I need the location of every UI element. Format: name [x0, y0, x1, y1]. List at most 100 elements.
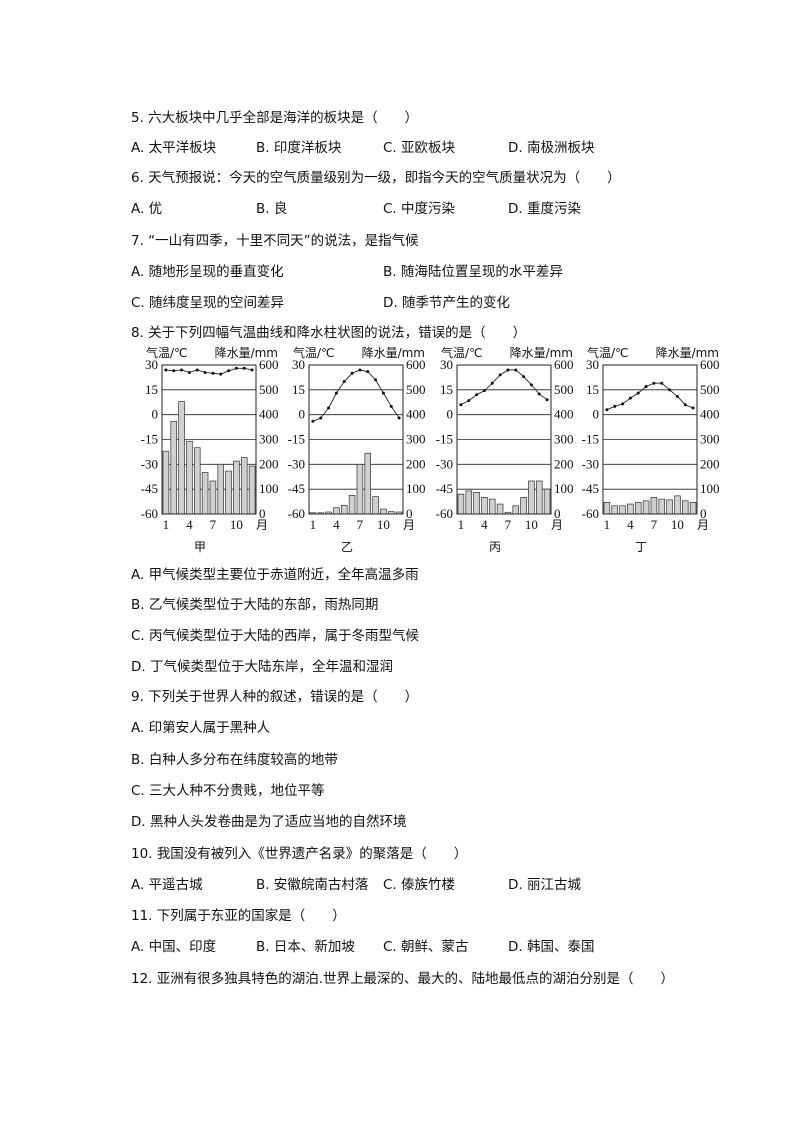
temperature-point [219, 372, 223, 376]
temperature-point [389, 404, 393, 408]
precipitation-bar [465, 490, 473, 515]
answer-option[interactable]: B. 随海陆位置呈现的水平差异 [383, 264, 563, 280]
left-tick-label: -45 [288, 481, 305, 496]
temperature-point [459, 403, 463, 407]
chart-title: 乙 [341, 540, 353, 554]
answer-option[interactable]: C. 傣族竹楼 [383, 877, 456, 893]
left-axis-label: 气温/℃ [441, 345, 483, 360]
temperature-point [374, 378, 378, 382]
answer-option[interactable]: A. 太平洋板块 [131, 140, 217, 156]
x-tick-label: 7 [651, 517, 658, 532]
answer-option[interactable]: B. 安徽皖南古村落 [256, 877, 369, 893]
temperature-point [498, 373, 502, 377]
answer-option[interactable]: A. 甲气候类型主要位于赤道附近，全年高温多雨 [131, 567, 419, 583]
right-tick-label: 500 [406, 382, 426, 397]
left-tick-label: 30 [292, 357, 305, 372]
left-axis-label: 气温/℃ [146, 345, 188, 360]
right-tick-label: 400 [406, 407, 426, 422]
temperature-point [621, 402, 625, 406]
answer-option[interactable]: C. 中度污染 [383, 201, 456, 217]
right-tick-label: 0 [406, 506, 413, 521]
x-tick-label: 4 [481, 517, 488, 532]
answer-option[interactable]: A. 中国、印度 [131, 939, 217, 955]
answer-option[interactable]: D. 丽江古城 [508, 877, 581, 893]
chart-title: 丁 [635, 540, 647, 554]
plot-frame [161, 364, 257, 515]
precipitation-bar [674, 495, 681, 515]
answer-option[interactable]: C. 三大人种不分贵贱，地位平等 [131, 783, 325, 799]
answer-option[interactable]: D. 黑种人头发卷曲是为了适应当地的自然环境 [131, 814, 407, 830]
precipitation-bar [170, 421, 178, 515]
question-stem: 6. 天气预报说：今天的空气质量级别为一级，即指今天的空气质量状况为（ ） [131, 170, 621, 186]
temperature-point [605, 408, 609, 412]
precipitation-bar [178, 401, 185, 515]
right-tick-label: 200 [406, 456, 426, 471]
temperature-point [660, 381, 664, 385]
temperature-point [514, 368, 518, 372]
answer-option[interactable]: A. 印第安人属于黑种人 [131, 720, 271, 736]
answer-option[interactable]: C. 随纬度呈现的空间差异 [131, 295, 285, 311]
answer-option[interactable]: C. 朝鲜、蒙古 [383, 939, 469, 955]
precipitation-bar [488, 498, 496, 515]
answer-option[interactable]: B. 良 [256, 201, 288, 217]
precipitation-bar [611, 505, 619, 515]
temperature-line [606, 382, 694, 411]
temperature-point [482, 389, 486, 393]
precipitation-bar [634, 501, 642, 515]
precipitation-bar [457, 493, 465, 515]
temperature-point [319, 416, 323, 420]
precipitation-bar [535, 480, 543, 515]
answer-option[interactable]: A. 优 [131, 201, 163, 217]
answer-option[interactable]: D. 随季节产生的变化 [383, 295, 510, 311]
right-axis-label: 降水量/mm [656, 346, 719, 360]
answer-option[interactable]: B. 乙气候类型位于大陆的东部，雨热同期 [131, 597, 379, 613]
precipitation-bar [186, 440, 193, 515]
right-tick-label: 600 [554, 357, 574, 372]
left-tick-label: -15 [582, 432, 599, 447]
answer-option[interactable]: A. 平遥古城 [131, 877, 203, 893]
temperature-line [460, 369, 548, 406]
chart-title: 甲 [194, 540, 206, 554]
left-tick-label: -30 [141, 456, 158, 471]
left-tick-label: 0 [152, 407, 159, 422]
temperature-point [668, 388, 672, 392]
temperature-point [644, 385, 648, 389]
answer-option[interactable]: B. 日本、新加坡 [256, 939, 355, 955]
temperature-point [366, 370, 370, 374]
precipitation-bar [512, 505, 520, 515]
answer-option[interactable]: A. 随地形呈现的垂直变化 [131, 264, 284, 280]
right-tick-label: 0 [259, 506, 266, 521]
x-axis-label: 月 [551, 518, 563, 532]
left-tick-label: -30 [582, 456, 599, 471]
x-tick-label: 1 [310, 517, 317, 532]
question-stem: 7. “一山有四季，十里不同天”的说法，是指气候 [131, 233, 419, 249]
precipitation-bar [201, 472, 209, 515]
answer-option[interactable]: B. 印度洋板块 [256, 140, 342, 156]
answer-option[interactable]: B. 白种人多分布在纬度较高的地带 [131, 752, 338, 768]
right-axis-label: 降水量/mm [362, 346, 425, 360]
precipitation-bar [627, 503, 634, 515]
answer-option[interactable]: D. 丁气候类型位于大陆东岸，全年温和湿润 [131, 659, 393, 675]
left-tick-label: -15 [288, 432, 305, 447]
right-tick-label: 100 [259, 481, 279, 496]
left-axis-label: 气温/℃ [587, 345, 629, 360]
temperature-point [180, 368, 184, 372]
precipitation-bar [372, 496, 379, 515]
left-tick-label: -60 [582, 506, 599, 521]
precipitation-bar [603, 501, 611, 515]
right-tick-label: 200 [259, 456, 279, 471]
answer-option[interactable]: C. 丙气候类型位于大陆的西岸，属于冬雨型气候 [131, 628, 420, 644]
temperature-line [165, 367, 253, 375]
answer-option[interactable]: D. 重度污染 [508, 201, 581, 217]
precipitation-bar [619, 505, 626, 515]
question-stem: 11. 下列属于东亚的国家是（ ） [131, 908, 346, 924]
left-tick-label: 15 [145, 382, 158, 397]
answer-option[interactable]: D. 南极洲板块 [508, 140, 595, 156]
left-tick-label: -15 [436, 432, 453, 447]
right-tick-label: 300 [554, 432, 574, 447]
temperature-point [467, 399, 471, 403]
left-tick-label: -60 [141, 506, 158, 521]
answer-option[interactable]: C. 亚欧板块 [383, 140, 456, 156]
answer-option[interactable]: D. 韩国、泰国 [508, 939, 595, 955]
